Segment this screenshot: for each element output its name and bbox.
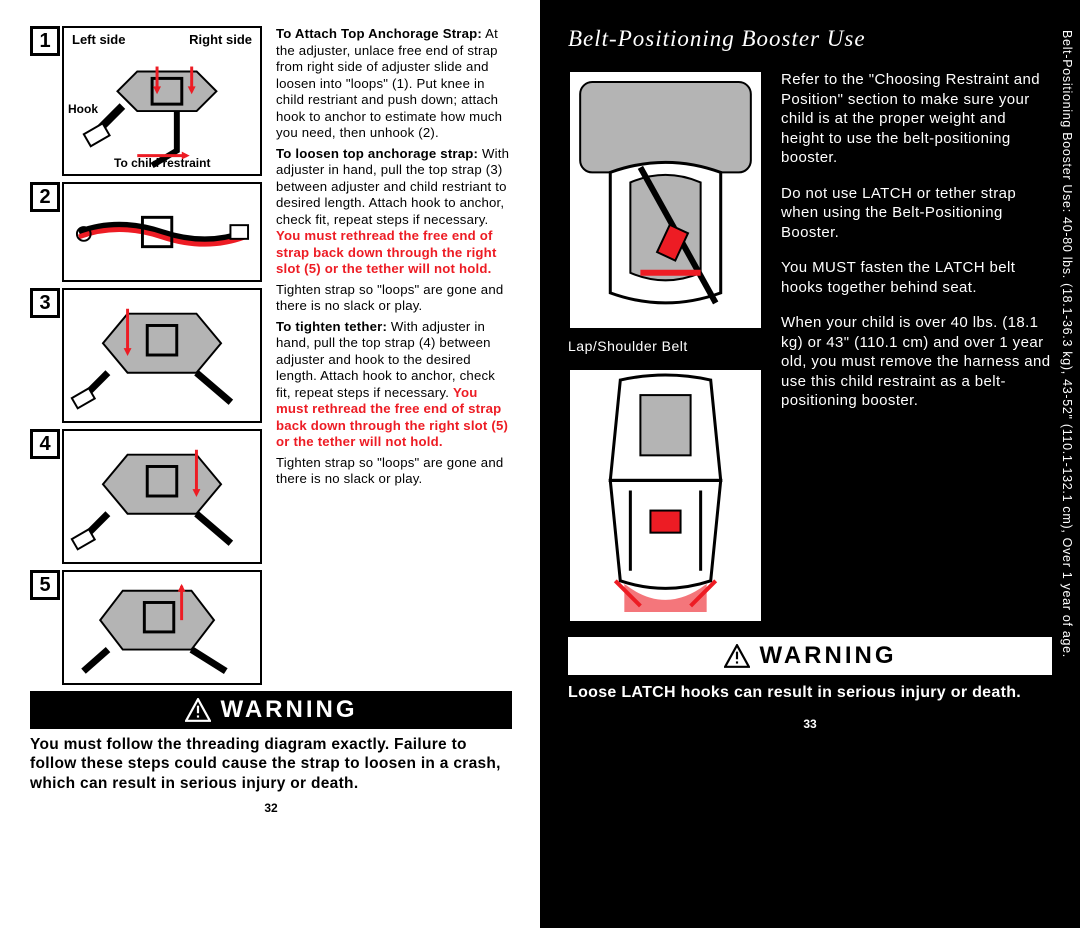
illustration-column: Lap/Shoulder Belt	[568, 70, 763, 623]
instruction-p2: To loosen top anchorage strap: With adju…	[276, 146, 512, 278]
page-number-33: 33	[568, 717, 1052, 731]
right-p3: You MUST fasten the LATCH belt hooks tog…	[781, 258, 1052, 297]
illus-1-svg	[570, 72, 761, 328]
p2-tail: Tighten strap so "loops" are gone and th…	[276, 282, 512, 315]
page-32: 1 Left side Right side	[0, 0, 540, 928]
illustration-1	[568, 70, 763, 330]
warning-bar-right: WARNING	[568, 637, 1052, 675]
left-content: 1 Left side Right side	[30, 26, 512, 685]
right-text-column: Refer to the "Choosing Restraint and Pos…	[781, 70, 1052, 623]
diagram-5: 5	[62, 570, 262, 685]
d1-hook-label: Hook	[68, 102, 98, 116]
warning-icon	[724, 644, 750, 668]
diagram-3-svg	[68, 294, 256, 417]
diagram-2: 2	[62, 182, 262, 282]
instruction-p3: To tighten tether: With adjuster in hand…	[276, 319, 512, 451]
warning-label-left: WARNING	[221, 696, 358, 724]
p1-rest: At the adjuster, unlace free end of stra…	[276, 26, 502, 140]
right-columns: Lap/Shoulder Belt Refer to the "Choosing…	[568, 70, 1052, 623]
step-number-4: 4	[30, 429, 60, 459]
page-33: Belt-Positioning Booster Use Lap/Shoulde…	[540, 0, 1080, 928]
diagram-4: 4	[62, 429, 262, 564]
side-tab: Belt-Positioning Booster Use: 40-80 lbs.…	[1056, 30, 1074, 870]
page-number-32: 32	[30, 801, 512, 815]
diagram-2-svg	[68, 188, 256, 276]
warning-icon	[185, 698, 211, 722]
illustration-2	[568, 368, 763, 623]
p2-red: You must rethread the free end of strap …	[276, 228, 497, 276]
diagrams-column: 1 Left side Right side	[62, 26, 262, 685]
right-p2: Do not use LATCH or tether strap when us…	[781, 184, 1052, 243]
p3-tail: Tighten strap so "loops" are gone and th…	[276, 455, 512, 488]
diagram-5-svg	[68, 576, 256, 679]
right-p4: When your child is over 40 lbs. (18.1 kg…	[781, 313, 1052, 411]
warning-bar-left: WARNING	[30, 691, 512, 729]
diagram-4-svg	[68, 435, 256, 558]
d1-right-label: Right side	[189, 32, 252, 47]
d1-bottom-label: To child restraint	[114, 156, 210, 170]
diagram-1: 1 Left side Right side	[62, 26, 262, 176]
right-p1: Refer to the "Choosing Restraint and Pos…	[781, 70, 1052, 168]
diagram-3: 3	[62, 288, 262, 423]
p3-bold: To tighten tether:	[276, 319, 387, 334]
step-number-2: 2	[30, 182, 60, 212]
illus-2-svg	[570, 370, 761, 621]
p1-bold: To Attach Top Anchorage Strap:	[276, 26, 482, 41]
instructions-column: To Attach Top Anchorage Strap: At the ad…	[276, 26, 512, 685]
d1-left-label: Left side	[72, 32, 125, 47]
warning-text-left: You must follow the threading diagram ex…	[30, 735, 512, 793]
warning-label-right: WARNING	[760, 642, 897, 670]
illus-label: Lap/Shoulder Belt	[568, 338, 763, 354]
step-number-1: 1	[30, 26, 60, 56]
step-number-3: 3	[30, 288, 60, 318]
warning-text-right: Loose LATCH hooks can result in serious …	[568, 683, 1052, 703]
p2-bold: To loosen top anchorage strap:	[276, 146, 478, 161]
step-number-5: 5	[30, 570, 60, 600]
right-page-title: Belt-Positioning Booster Use	[568, 26, 1052, 52]
instruction-p1: To Attach Top Anchorage Strap: At the ad…	[276, 26, 512, 142]
